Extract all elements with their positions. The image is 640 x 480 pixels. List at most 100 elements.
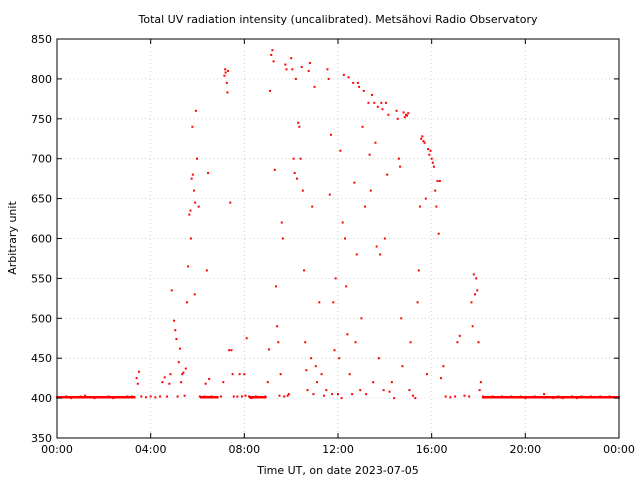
x-tick-label: 08:00 bbox=[228, 443, 260, 456]
data-point bbox=[296, 177, 299, 180]
data-point bbox=[280, 221, 283, 224]
data-point bbox=[425, 373, 428, 376]
data-point bbox=[236, 395, 239, 398]
y-tick-label: 500 bbox=[31, 312, 52, 325]
data-point bbox=[396, 117, 399, 120]
x-tick-label: 00:00 bbox=[603, 443, 635, 456]
data-point bbox=[395, 109, 398, 112]
data-point bbox=[332, 301, 335, 304]
data-point bbox=[374, 141, 377, 144]
data-point bbox=[399, 165, 402, 168]
y-tick-label: 800 bbox=[31, 73, 52, 86]
data-point bbox=[360, 317, 363, 320]
data-point bbox=[271, 49, 274, 52]
data-point bbox=[224, 71, 227, 74]
data-point bbox=[436, 180, 439, 183]
data-point bbox=[313, 85, 316, 88]
data-point bbox=[326, 68, 329, 71]
data-point bbox=[177, 361, 180, 364]
y-tick-label: 700 bbox=[31, 153, 52, 166]
data-point bbox=[340, 397, 343, 400]
data-point bbox=[84, 394, 87, 397]
data-point bbox=[390, 381, 393, 384]
data-point bbox=[402, 111, 405, 114]
data-point bbox=[240, 395, 243, 398]
data-point bbox=[299, 157, 302, 160]
data-point bbox=[197, 205, 200, 208]
data-point bbox=[352, 81, 355, 84]
data-point bbox=[290, 57, 293, 60]
data-point bbox=[194, 109, 197, 112]
data-point bbox=[185, 301, 188, 304]
data-point bbox=[400, 317, 403, 320]
y-tick-label: 600 bbox=[31, 233, 52, 246]
data-point bbox=[159, 395, 162, 398]
data-point bbox=[182, 371, 185, 374]
data-point bbox=[373, 101, 376, 104]
data-point bbox=[285, 68, 288, 71]
data-point bbox=[382, 389, 385, 392]
data-point bbox=[189, 237, 192, 240]
data-point bbox=[362, 89, 365, 92]
data-point bbox=[348, 373, 351, 376]
chart-title: Total UV radiation intensity (uncalibrat… bbox=[138, 13, 538, 26]
data-point bbox=[355, 253, 358, 256]
data-point bbox=[403, 116, 406, 119]
data-point bbox=[188, 213, 191, 216]
data-point bbox=[223, 74, 226, 77]
data-point bbox=[244, 394, 247, 397]
data-point bbox=[341, 221, 344, 224]
data-point bbox=[325, 389, 328, 392]
data-point bbox=[208, 377, 211, 380]
data-point bbox=[379, 253, 382, 256]
y-tick-label: 650 bbox=[31, 193, 52, 206]
data-point bbox=[273, 168, 276, 171]
data-point bbox=[327, 77, 330, 80]
data-point bbox=[424, 197, 427, 200]
data-point bbox=[385, 101, 388, 104]
data-point bbox=[393, 397, 396, 400]
data-point bbox=[178, 347, 181, 350]
data-point bbox=[298, 125, 301, 128]
y-tick-label: 850 bbox=[31, 33, 52, 46]
data-point bbox=[232, 395, 235, 398]
data-point bbox=[381, 108, 384, 111]
data-point bbox=[281, 237, 284, 240]
data-point bbox=[315, 381, 318, 384]
data-point bbox=[204, 382, 207, 385]
data-point bbox=[407, 112, 410, 115]
data-point bbox=[135, 377, 138, 380]
data-point bbox=[428, 153, 431, 156]
data-point bbox=[276, 325, 279, 328]
data-point bbox=[294, 77, 297, 80]
data-point bbox=[270, 53, 273, 56]
data-point bbox=[434, 189, 437, 192]
data-point bbox=[266, 381, 269, 384]
data-point bbox=[328, 193, 331, 196]
data-point bbox=[300, 65, 303, 68]
data-point bbox=[245, 337, 248, 340]
data-point bbox=[368, 153, 371, 156]
grid-lines bbox=[57, 39, 619, 438]
data-point bbox=[422, 140, 425, 143]
data-point bbox=[277, 341, 280, 344]
data-point bbox=[356, 81, 359, 84]
data-point bbox=[363, 205, 366, 208]
data-point bbox=[305, 369, 308, 372]
data-point bbox=[183, 394, 186, 397]
data-point bbox=[190, 177, 193, 180]
data-point bbox=[388, 390, 391, 393]
data-point bbox=[287, 393, 290, 396]
data-point bbox=[194, 201, 197, 204]
data-point bbox=[174, 329, 177, 332]
data-point bbox=[189, 209, 192, 212]
data-point bbox=[397, 157, 400, 160]
data-point bbox=[274, 285, 277, 288]
y-tick-label: 400 bbox=[31, 392, 52, 405]
data-point bbox=[184, 367, 187, 370]
data-point bbox=[297, 121, 300, 124]
x-tick-label: 04:00 bbox=[135, 443, 167, 456]
data-point bbox=[226, 69, 229, 72]
data-point bbox=[470, 301, 473, 304]
